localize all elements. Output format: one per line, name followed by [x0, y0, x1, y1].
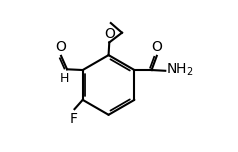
Text: O: O	[55, 40, 66, 54]
Text: O: O	[104, 27, 115, 41]
Text: F: F	[70, 112, 78, 126]
Text: O: O	[152, 40, 163, 54]
Text: H: H	[60, 72, 69, 85]
Text: NH$_2$: NH$_2$	[166, 62, 193, 78]
